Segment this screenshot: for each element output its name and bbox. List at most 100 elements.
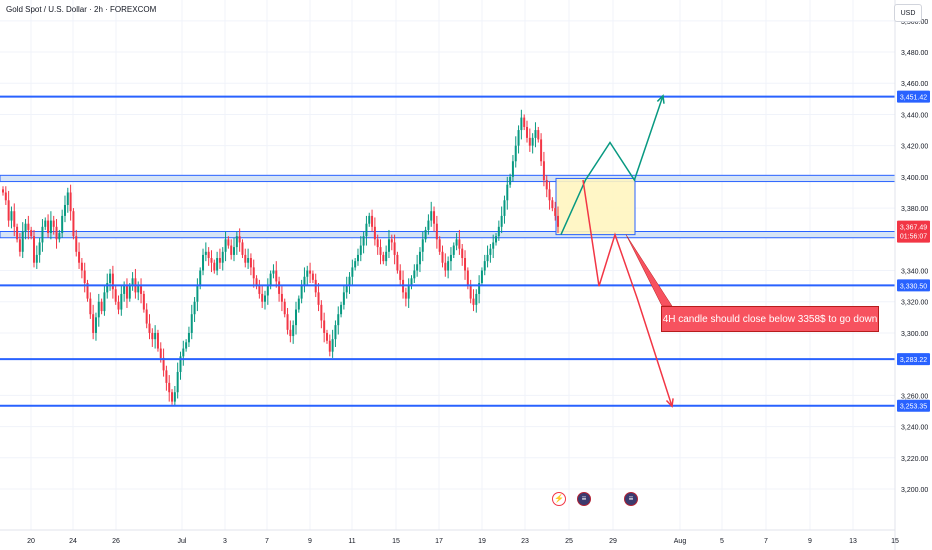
candle-body bbox=[233, 247, 236, 255]
candle-body bbox=[218, 258, 221, 263]
resistance-zone bbox=[0, 174, 896, 183]
candle-body bbox=[441, 251, 444, 263]
candle-body bbox=[272, 270, 275, 274]
candle-body bbox=[266, 286, 269, 296]
candle-body bbox=[497, 226, 500, 237]
candle-body bbox=[283, 301, 286, 315]
candle-body bbox=[351, 267, 354, 277]
candle-body bbox=[365, 223, 368, 237]
candle-body bbox=[185, 342, 188, 349]
price-tick-label: 3,300.00 bbox=[901, 331, 928, 338]
time-tick-label: Jul bbox=[178, 538, 187, 545]
candle-body bbox=[542, 161, 545, 181]
price-tick-label: 3,200.00 bbox=[901, 487, 928, 494]
candle-body bbox=[47, 220, 50, 234]
candle-body bbox=[534, 130, 537, 138]
candle-body bbox=[235, 236, 238, 248]
current-price-tag bbox=[897, 220, 930, 243]
time-axis[interactable]: 20 24 26 Jul 3 7 9 11 15 17 19 23 25 29 Aug 5 7 9 13 15 bbox=[0, 529, 899, 545]
candle-body bbox=[438, 239, 441, 252]
bullish-projection-arrowhead bbox=[656, 94, 665, 104]
candle-body bbox=[399, 270, 402, 280]
candle-body bbox=[500, 215, 503, 227]
candle-body bbox=[407, 286, 410, 299]
candle-body bbox=[4, 192, 7, 201]
annotation-callout[interactable]: 4H candle should close below 3358$ to go… bbox=[661, 306, 879, 332]
candle-body bbox=[444, 262, 447, 271]
earnings-event-icon[interactable]: ⚡ bbox=[552, 492, 566, 506]
candle-body bbox=[213, 262, 216, 271]
time-tick-label: 20 bbox=[27, 538, 35, 545]
candle-body bbox=[63, 204, 66, 216]
candle-body bbox=[413, 270, 416, 279]
candle-body bbox=[356, 254, 359, 262]
candle-body bbox=[156, 332, 159, 349]
candle-body bbox=[447, 261, 450, 271]
candle-body bbox=[523, 117, 526, 127]
candle-body bbox=[495, 236, 498, 243]
candle-body bbox=[506, 184, 509, 201]
candle-body bbox=[489, 248, 492, 255]
candle-body bbox=[418, 251, 421, 265]
candle-body bbox=[306, 270, 309, 277]
candle-body bbox=[202, 254, 205, 271]
candle-body bbox=[461, 248, 464, 259]
candle-body bbox=[244, 254, 247, 263]
candle-body bbox=[255, 278, 258, 287]
candle-body bbox=[216, 258, 219, 271]
us-flag-event-icon[interactable]: ≡ bbox=[577, 492, 591, 506]
price-tick-label: 3,260.00 bbox=[901, 393, 928, 400]
currency-button[interactable]: USD bbox=[894, 4, 922, 22]
candle-body bbox=[424, 229, 427, 240]
us-flag-event-icon[interactable]: ≡ bbox=[624, 492, 638, 506]
candle-body bbox=[190, 314, 193, 333]
time-tick-label: 29 bbox=[609, 538, 617, 545]
candle-body bbox=[520, 117, 523, 131]
candle-body bbox=[52, 220, 55, 227]
candle-body bbox=[452, 245, 455, 255]
candle-body bbox=[289, 329, 292, 337]
candle-body bbox=[128, 286, 131, 299]
candle-body bbox=[80, 262, 83, 271]
candle-body bbox=[551, 200, 554, 209]
candle-body bbox=[154, 332, 157, 340]
bearish-projection bbox=[582, 179, 673, 407]
support-zone bbox=[0, 231, 896, 239]
candle-body bbox=[359, 245, 362, 255]
candle-body bbox=[554, 208, 557, 216]
candle-body bbox=[182, 348, 185, 357]
candle-body bbox=[247, 258, 250, 263]
price-tick-label: 3,460.00 bbox=[901, 81, 928, 88]
candle-body bbox=[475, 293, 478, 305]
candle-body bbox=[261, 293, 264, 302]
candle-body bbox=[492, 242, 495, 249]
candle-body bbox=[309, 270, 312, 274]
price-tick-label: 3,220.00 bbox=[901, 456, 928, 463]
level-price-tag-label: 3,451.42 bbox=[900, 95, 927, 102]
level-price-tag-label: 3,330.50 bbox=[900, 283, 927, 290]
time-tick-label: 26 bbox=[112, 538, 120, 545]
candle-body bbox=[13, 211, 16, 227]
candle-body bbox=[396, 254, 399, 271]
candle-body bbox=[478, 283, 481, 294]
candle-body bbox=[142, 293, 145, 310]
time-tick-label: 25 bbox=[565, 538, 573, 545]
candle-body bbox=[464, 258, 467, 271]
candle-body bbox=[18, 239, 21, 252]
candle-body bbox=[111, 273, 114, 290]
candle-body bbox=[117, 301, 120, 310]
candle-body bbox=[10, 211, 13, 221]
time-tick-label: 11 bbox=[348, 538, 355, 545]
candle-body bbox=[16, 226, 19, 240]
candle-body bbox=[69, 192, 72, 212]
candle-body bbox=[334, 325, 337, 340]
candle-body bbox=[557, 215, 559, 227]
candle-body bbox=[371, 215, 374, 227]
candle-body bbox=[548, 189, 551, 201]
price-axis[interactable]: 3,200.00 3,220.00 3,240.00 3,260.00 3,300.00… bbox=[894, 0, 930, 550]
time-tick-label: 7 bbox=[764, 538, 768, 545]
candle-body bbox=[537, 130, 540, 140]
candle-body bbox=[430, 211, 433, 221]
candle-body bbox=[526, 126, 529, 138]
